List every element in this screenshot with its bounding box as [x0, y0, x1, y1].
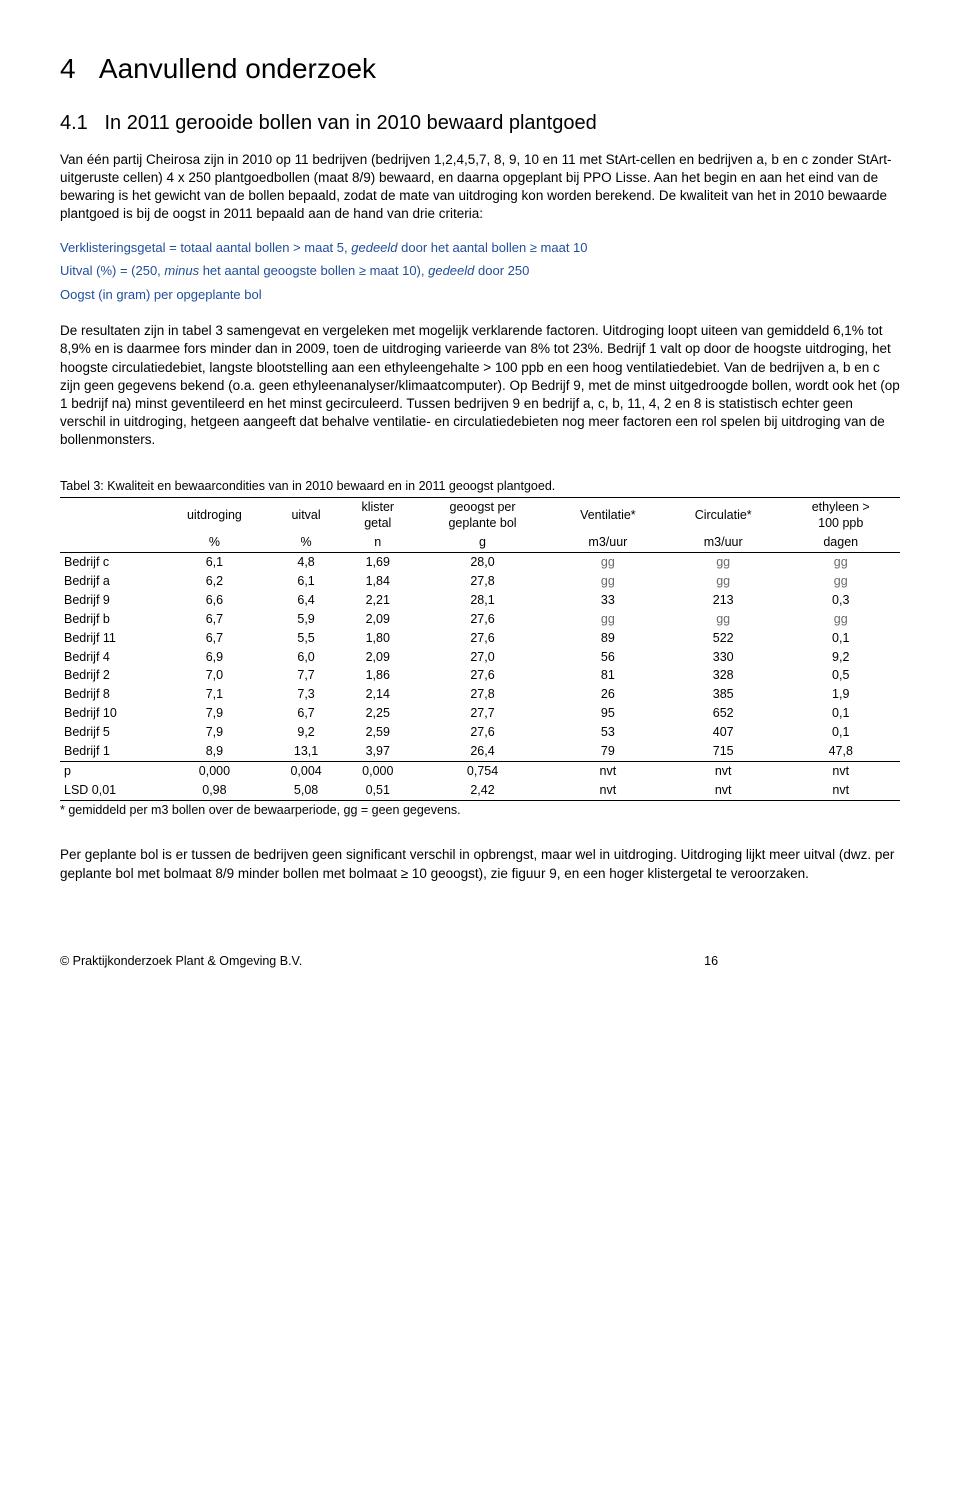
- table-row: Bedrijf c6,14,81,6928,0gggggg: [60, 553, 900, 572]
- section-title: Aanvullend onderzoek: [99, 53, 376, 84]
- table-row: Bedrijf 96,66,42,2128,1332130,3: [60, 591, 900, 610]
- criterion-2: Uitval (%) = (250, minus het aantal geoo…: [60, 261, 900, 281]
- table-stats-row: p0,0000,0040,0000,754nvtnvtnvt: [60, 761, 900, 780]
- table-caption: Tabel 3: Kwaliteit en bewaarcondities va…: [60, 478, 900, 495]
- table-row: Bedrijf 18,913,13,9726,47971547,8: [60, 742, 900, 761]
- table-footnote: * gemiddeld per m3 bollen over de bewaar…: [60, 802, 900, 819]
- table-row: Bedrijf 27,07,71,8627,6813280,5: [60, 666, 900, 685]
- data-table: uitdroging uitval klistergetal geoogst p…: [60, 497, 900, 801]
- subsection-title: In 2011 gerooide bollen van in 2010 bewa…: [104, 112, 596, 134]
- footer-page-number: 16: [704, 953, 718, 970]
- table-row: Bedrijf 87,17,32,1427,8263851,9: [60, 685, 900, 704]
- table-row: Bedrijf 57,99,22,5927,6534070,1: [60, 723, 900, 742]
- criteria-block: Verklisteringsgetal = totaal aantal boll…: [60, 238, 900, 305]
- table-units-row: % % n g m3/uur m3/uur dagen: [60, 533, 900, 552]
- table-row: Bedrijf 116,75,51,8027,6895220,1: [60, 629, 900, 648]
- paragraph-2: De resultaten zijn in tabel 3 samengevat…: [60, 322, 900, 450]
- paragraph-1: Van één partij Cheirosa zijn in 2010 op …: [60, 151, 900, 224]
- page-footer: © Praktijkonderzoek Plant & Omgeving B.V…: [60, 953, 900, 970]
- table-row: Bedrijf 107,96,72,2527,7956520,1: [60, 704, 900, 723]
- section-number: 4: [60, 53, 76, 84]
- table-row: Bedrijf 46,96,02,0927,0563309,2: [60, 648, 900, 667]
- footer-copyright: © Praktijkonderzoek Plant & Omgeving B.V…: [60, 953, 302, 970]
- criterion-3: Oogst (in gram) per opgeplante bol: [60, 285, 900, 305]
- criterion-1: Verklisteringsgetal = totaal aantal boll…: [60, 238, 900, 258]
- table-row: Bedrijf a6,26,11,8427,8gggggg: [60, 572, 900, 591]
- section-heading: 4 Aanvullend onderzoek: [60, 50, 900, 88]
- subsection-heading: 4.1 In 2011 gerooide bollen van in 2010 …: [60, 110, 900, 137]
- table-stats-row: LSD 0,010,985,080,512,42nvtnvtnvt: [60, 781, 900, 800]
- table-header-row: uitdroging uitval klistergetal geoogst p…: [60, 497, 900, 533]
- paragraph-3: Per geplante bol is er tussen de bedrijv…: [60, 846, 900, 882]
- subsection-number: 4.1: [60, 112, 88, 134]
- table-row: Bedrijf b6,75,92,0927,6gggggg: [60, 610, 900, 629]
